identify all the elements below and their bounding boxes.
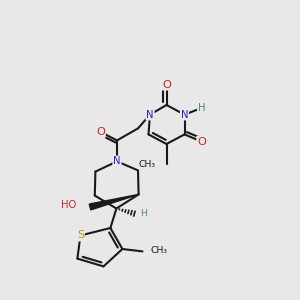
Text: H: H bbox=[198, 103, 206, 113]
Text: CH₃: CH₃ bbox=[151, 246, 168, 255]
Text: N: N bbox=[146, 110, 154, 120]
Text: N: N bbox=[113, 156, 121, 167]
Text: S: S bbox=[77, 230, 84, 241]
Text: HO: HO bbox=[61, 200, 76, 210]
Text: O: O bbox=[96, 127, 105, 137]
Text: H: H bbox=[140, 209, 147, 218]
Text: N: N bbox=[181, 110, 188, 120]
Text: O: O bbox=[162, 80, 171, 90]
Text: CH₃: CH₃ bbox=[139, 160, 155, 169]
Polygon shape bbox=[89, 194, 139, 210]
Text: O: O bbox=[197, 136, 206, 147]
